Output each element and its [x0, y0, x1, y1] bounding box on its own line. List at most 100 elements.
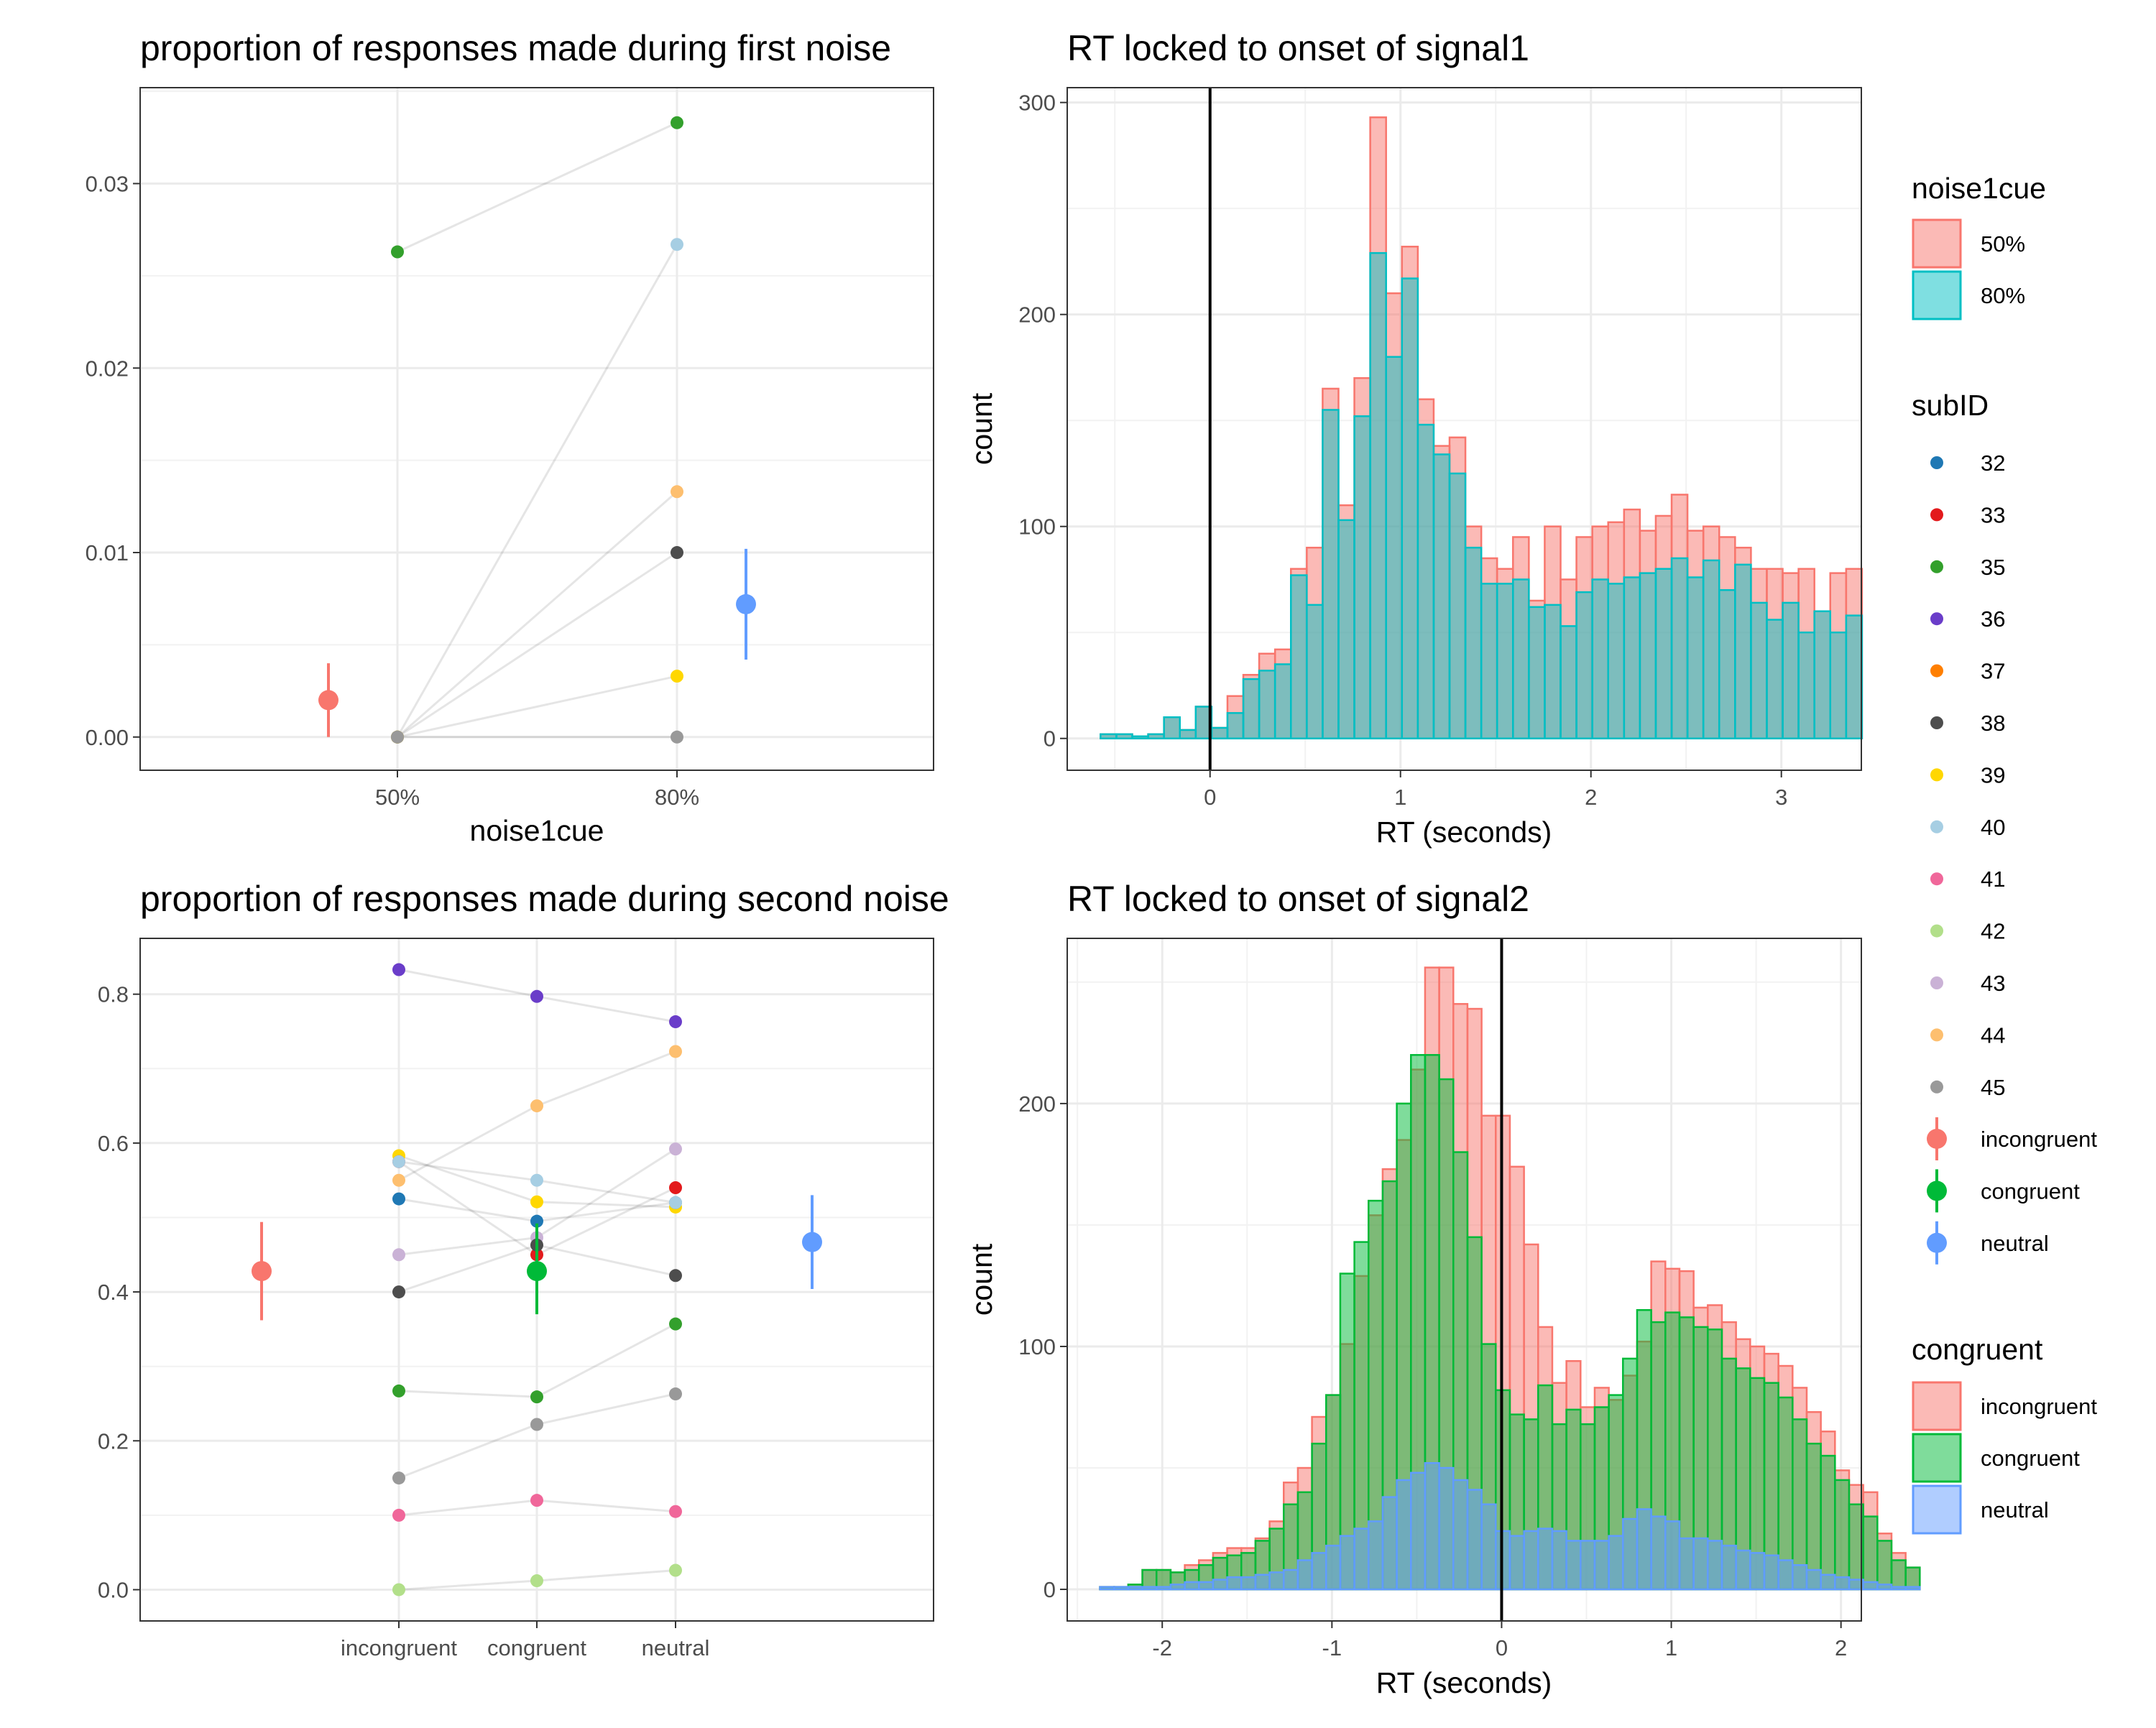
- histogram-bar: [1591, 578, 1609, 739]
- histogram-bar: [1678, 1537, 1695, 1591]
- x-tick-label: neutral: [642, 1635, 710, 1660]
- histogram-bar: [1834, 1479, 1851, 1591]
- histogram-bar: [1607, 583, 1626, 739]
- subject-line: [396, 244, 678, 738]
- legend-key: [1912, 270, 1962, 320]
- subject-point: [530, 989, 543, 1003]
- histogram-bar: [1707, 1540, 1723, 1591]
- legend-key: [1912, 1484, 1962, 1535]
- legend-key: [1930, 508, 1943, 522]
- subject-point: [392, 1173, 405, 1187]
- histogram-bar: [1523, 1530, 1539, 1591]
- x-tick-label: congruent: [487, 1635, 586, 1660]
- histogram-bar: [1416, 423, 1435, 739]
- histogram-bar: [1099, 1586, 1115, 1591]
- histogram-bar: [1876, 1584, 1893, 1591]
- subject-point: [391, 245, 404, 259]
- legend-noise1cue: 50% 80%: [1912, 218, 2025, 320]
- histogram-bar: [1226, 712, 1245, 739]
- histogram-bar: [1273, 663, 1292, 739]
- histogram-bar: [1448, 472, 1467, 739]
- histogram-bar: [1805, 1442, 1822, 1591]
- legend-key: [1912, 218, 1962, 269]
- subject-lines: [396, 121, 678, 739]
- legend-label: congruent: [1981, 1178, 2080, 1203]
- legend-key: [1930, 820, 1943, 833]
- histogram-bar: [1664, 1520, 1681, 1591]
- legend-key: [1930, 924, 1943, 938]
- histogram-bar: [1401, 277, 1419, 739]
- histogram-bar: [1115, 733, 1133, 739]
- histogram-bar: [1169, 1584, 1186, 1591]
- histogram-bar: [1720, 1544, 1737, 1591]
- x-tick-label: 80%: [655, 785, 699, 810]
- histogram-bar: [1508, 1535, 1525, 1591]
- legend-label: 41: [1981, 867, 2005, 892]
- legend-key: [1930, 612, 1943, 626]
- legend-key: [1930, 768, 1943, 782]
- histogram-bar: [1623, 576, 1641, 739]
- histogram-bar: [1692, 1537, 1709, 1591]
- x-tick-label: 50%: [375, 785, 420, 810]
- subject-point: [530, 1195, 543, 1209]
- histogram-bar: [1353, 415, 1371, 739]
- histogram-bar: [1194, 706, 1213, 739]
- subject-point: [669, 1317, 682, 1331]
- legend-key: [1912, 1381, 1962, 1431]
- subject-point: [530, 1574, 543, 1588]
- histogram-bar: [1654, 568, 1673, 739]
- y-tick-label: 0.6: [98, 1131, 129, 1156]
- subject-point: [671, 238, 683, 251]
- x-tick-label: 1: [1665, 1635, 1677, 1660]
- histogram-bar: [1155, 1586, 1172, 1591]
- subject-point: [669, 1045, 682, 1058]
- histogram-bar: [1464, 546, 1483, 739]
- legend-label: 39: [1981, 762, 2005, 787]
- subject-point: [669, 1142, 682, 1156]
- subject-point: [671, 116, 683, 129]
- legend-congruent: incongruent congruent neutral: [1912, 1381, 2097, 1535]
- legend-key: [1930, 456, 1943, 469]
- histogram-bar: [1254, 1574, 1271, 1591]
- legend-label: 32: [1981, 451, 2005, 476]
- y-tick-label: 0.03: [86, 172, 129, 197]
- subject-point: [392, 1471, 405, 1485]
- legend-key: [1927, 1232, 1947, 1253]
- legend-label: 42: [1981, 919, 2005, 944]
- legend-label: 36: [1981, 606, 2005, 632]
- panel-title: RT locked to onset of signal1: [1067, 28, 1529, 68]
- legend-key: [1927, 1181, 1947, 1201]
- panel-signal1-histogram: RT locked to onset of signal1 0100200300…: [965, 28, 1864, 849]
- y-axis-title: count: [965, 1243, 998, 1316]
- x-tick-label: 0: [1204, 785, 1216, 810]
- subject-point: [530, 1390, 543, 1404]
- histogram-bar: [1862, 1515, 1879, 1591]
- panel-border: [139, 87, 934, 771]
- subject-point: [392, 1384, 405, 1397]
- histogram-bar: [1820, 1574, 1836, 1591]
- histogram-bar: [1163, 716, 1181, 739]
- histogram-bar: [1311, 1552, 1327, 1591]
- histogram-bar: [1424, 1461, 1440, 1591]
- histogram-bar: [1876, 1540, 1893, 1591]
- histogram-bar: [1337, 519, 1355, 739]
- histogram-bar: [1560, 625, 1577, 739]
- mean-point: [736, 593, 756, 614]
- histogram-bar: [1452, 1479, 1469, 1591]
- histogram-bars: [1100, 116, 1864, 739]
- histogram-bar: [1325, 1544, 1342, 1591]
- y-tick-label: 200: [1018, 1091, 1056, 1117]
- legend-subid: 32 33 35 36 37 38 39 40 41 42 43 44 45 incongruent con…: [1927, 451, 2097, 1265]
- subject-points: [392, 963, 682, 1597]
- legend-key: [1930, 716, 1943, 729]
- histogram-bar: [1480, 1503, 1497, 1591]
- mean-point: [318, 690, 338, 711]
- legend-label: 50%: [1981, 231, 2025, 257]
- subject-point: [530, 1099, 543, 1113]
- x-tick-label: 2: [1835, 1635, 1847, 1660]
- legend-label: 80%: [1981, 283, 2025, 308]
- grid: [140, 938, 934, 1621]
- histogram-bar: [1141, 1586, 1158, 1591]
- x-axis-title: RT (seconds): [1376, 1666, 1552, 1699]
- subject-line: [397, 675, 678, 739]
